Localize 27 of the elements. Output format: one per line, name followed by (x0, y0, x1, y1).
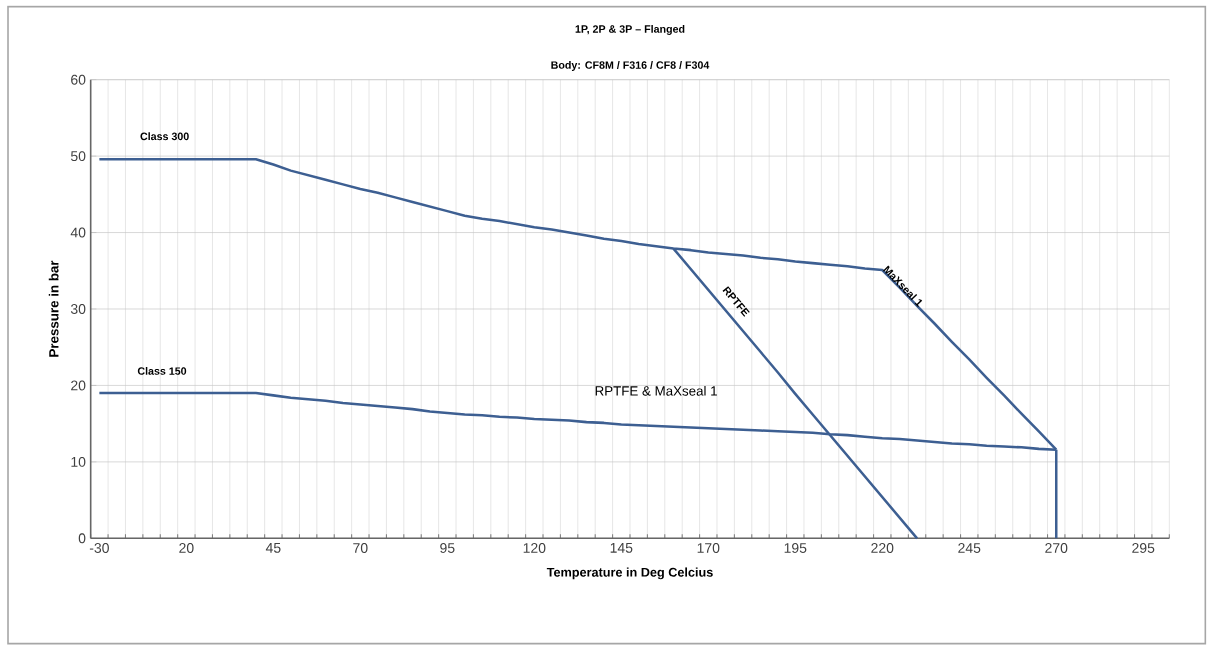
chart-title: 1P, 2P & 3P – Flanged (575, 24, 685, 35)
x-tick-label: 120 (523, 543, 546, 553)
y-tick-label: 40 (70, 227, 86, 238)
x-tick-label: 245 (958, 543, 981, 553)
x-tick-label: 20 (179, 543, 194, 553)
y-tick-label: 20 (71, 380, 86, 391)
annotation: Class 150 (137, 366, 187, 375)
x-tick-label: -30 (89, 543, 109, 553)
y-tick-label: 30 (70, 304, 86, 314)
x-tick-label: 295 (1132, 543, 1155, 553)
x-tick-label: 70 (353, 543, 368, 553)
x-tick-label: 270 (1045, 543, 1068, 553)
x-tick-label: 170 (697, 543, 720, 553)
x-axis-title: Temperature in Deg Celcius (546, 567, 713, 580)
chart-subtitle: Body: CF8M / F316 / CF8 / F304 (551, 61, 710, 71)
x-tick-label: 145 (610, 543, 633, 553)
x-tick-label: 45 (265, 543, 281, 553)
y-tick-label: 50 (70, 151, 86, 162)
x-tick-label: 220 (871, 543, 894, 553)
annotation: Class 300 (140, 132, 189, 141)
x-tick-label: 95 (440, 543, 455, 553)
y-tick-label: 10 (71, 456, 86, 467)
y-tick-label: 0 (78, 533, 86, 544)
x-tick-label: 195 (784, 543, 807, 553)
y-tick-label: 60 (71, 74, 86, 85)
y-axis-title: Pressure in bar (48, 260, 59, 357)
annotation: RPTFE & MaXseal 1 (595, 385, 717, 396)
